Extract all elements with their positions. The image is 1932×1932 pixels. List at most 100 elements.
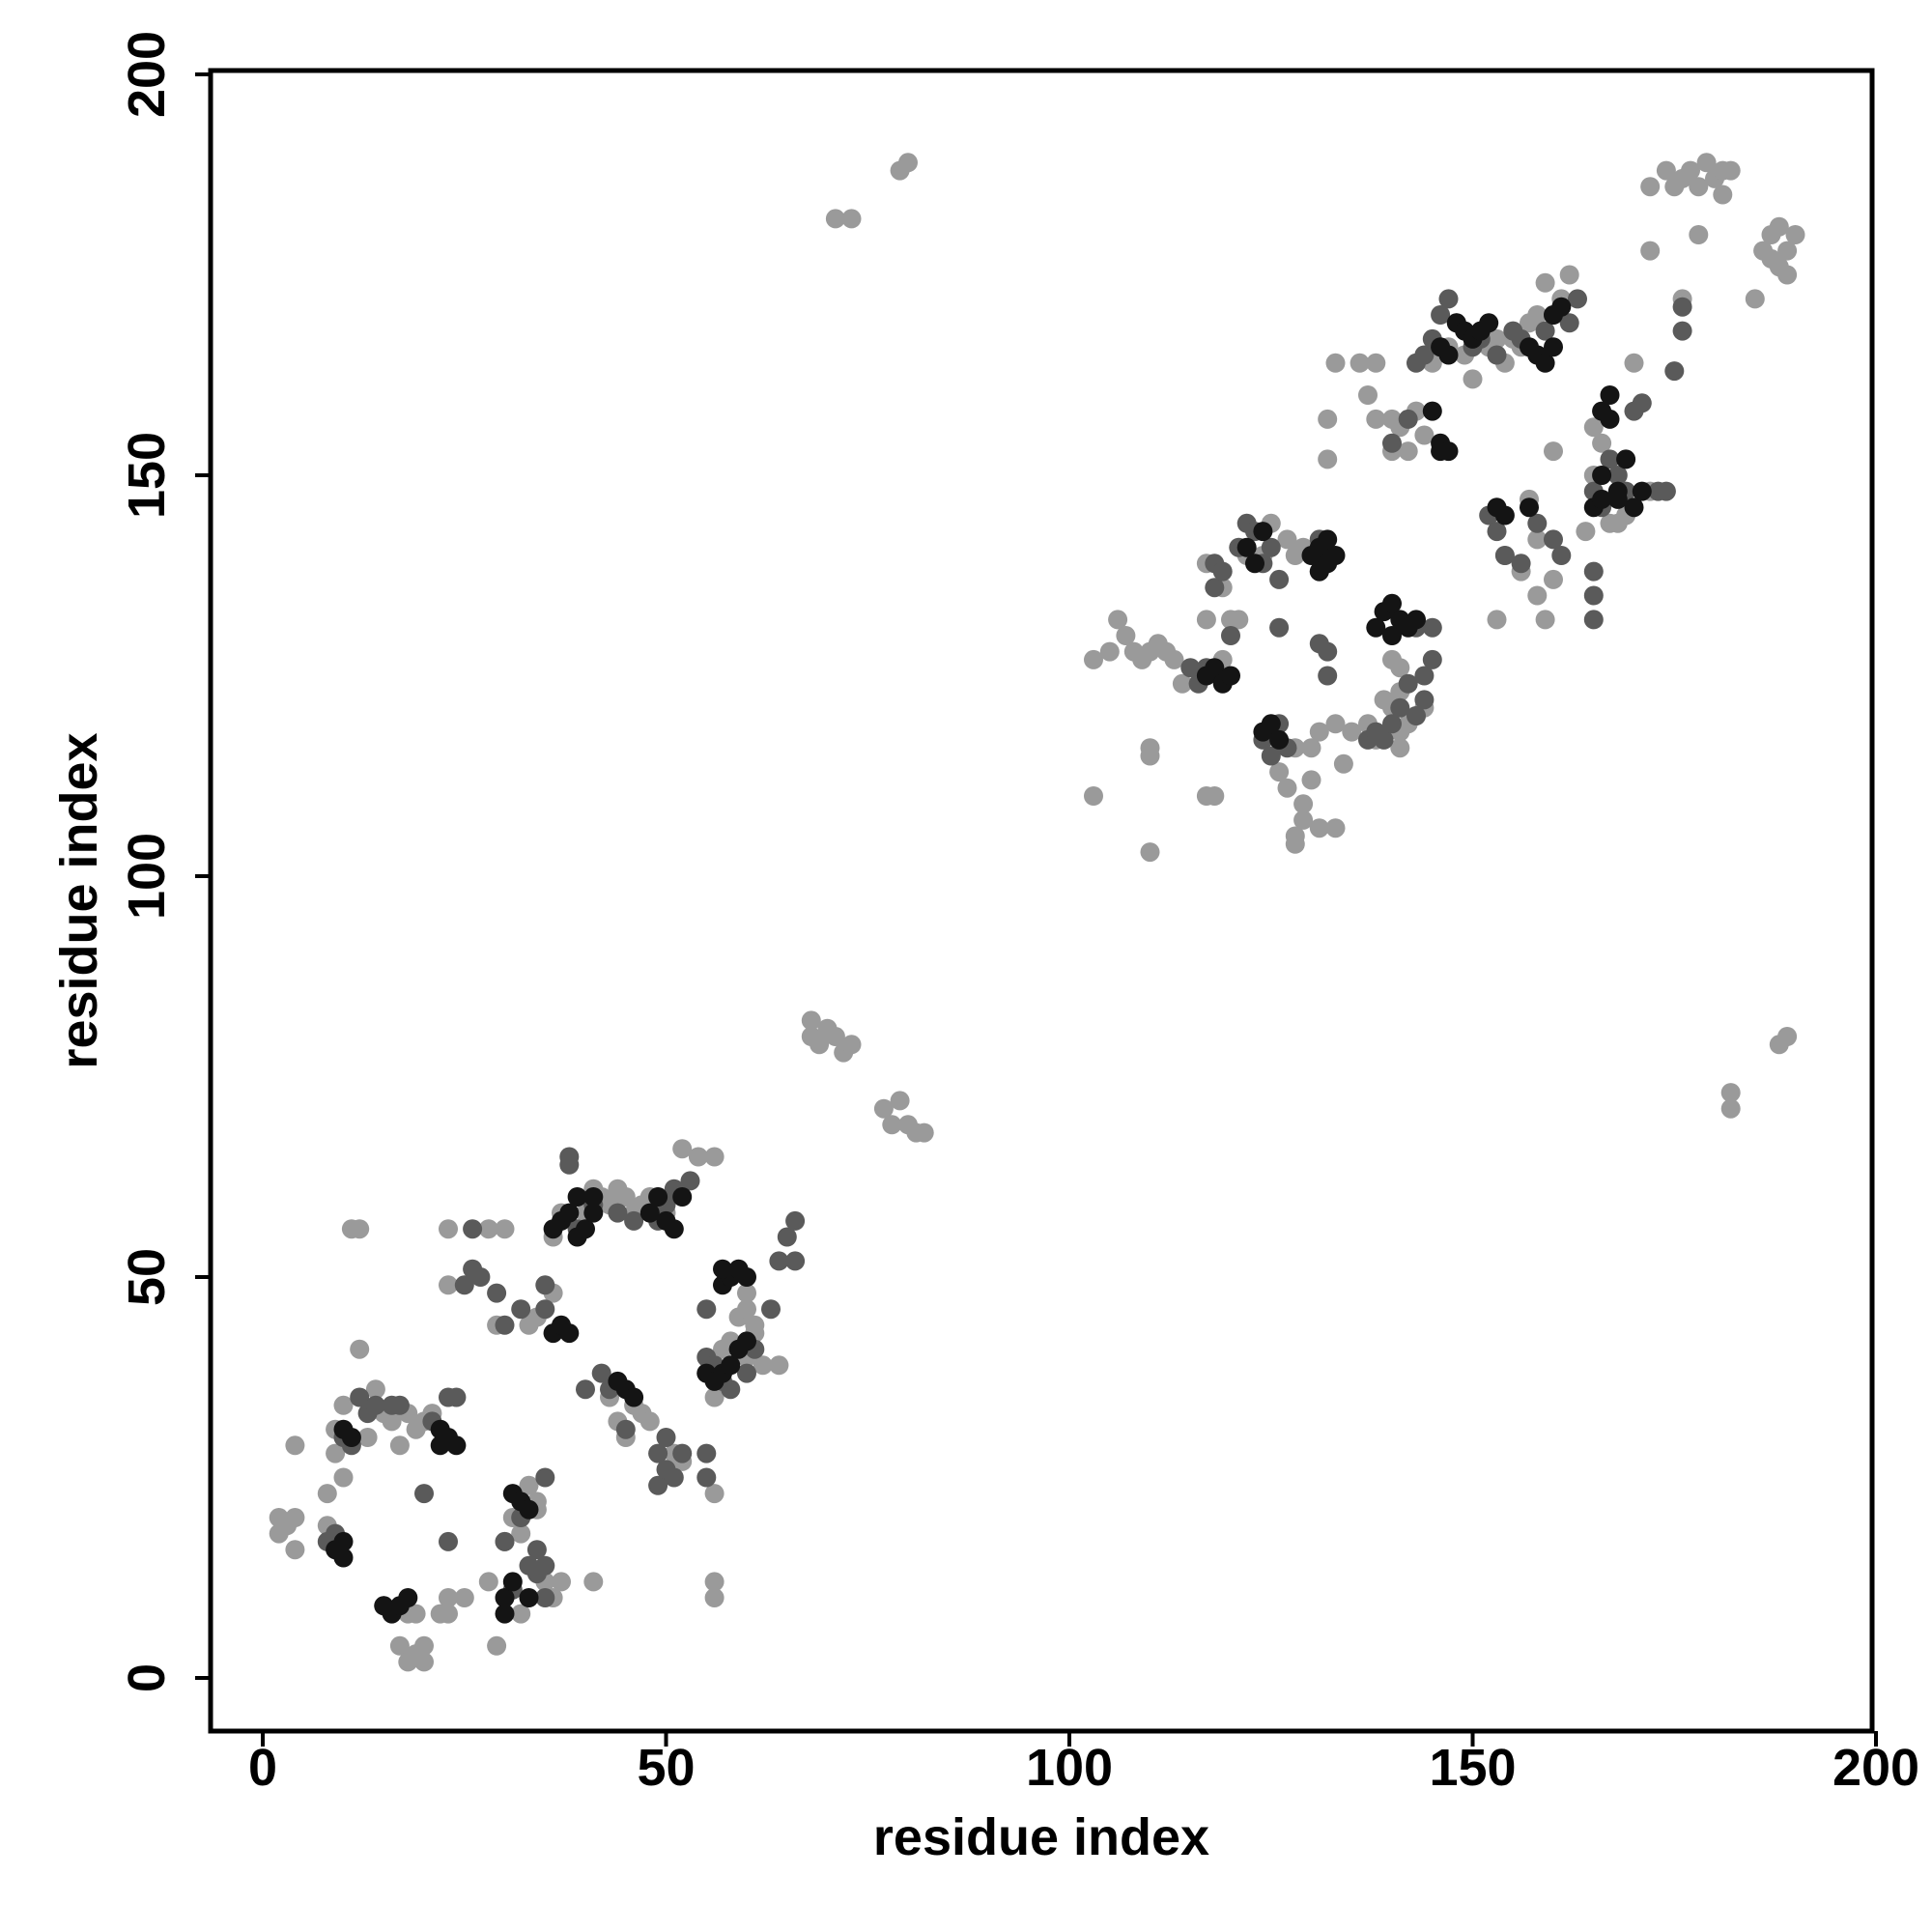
- data-point: [1293, 810, 1314, 830]
- data-point: [1583, 417, 1604, 438]
- data-point: [519, 1475, 539, 1495]
- data-point: [1520, 497, 1539, 518]
- data-point: [1301, 738, 1321, 758]
- data-point: [1277, 778, 1297, 798]
- data-point: [1414, 690, 1435, 710]
- data-point: [608, 1203, 628, 1223]
- data-point: [341, 1428, 361, 1447]
- data-point: [1406, 610, 1426, 630]
- data-point: [552, 1572, 571, 1592]
- data-point: [357, 1428, 378, 1447]
- y-tick-label: 50: [118, 1248, 176, 1306]
- data-point: [559, 1323, 580, 1344]
- data-point: [737, 1363, 756, 1383]
- data-point: [1398, 441, 1418, 462]
- data-point: [1600, 385, 1620, 405]
- data-point: [439, 1219, 458, 1239]
- data-point: [1318, 449, 1338, 469]
- data-point: [1713, 185, 1733, 205]
- data-point: [737, 1267, 756, 1287]
- data-point: [745, 1315, 765, 1335]
- data-point: [559, 1154, 580, 1175]
- data-point: [519, 1588, 539, 1607]
- data-point: [785, 1210, 806, 1231]
- data-point: [1583, 585, 1604, 606]
- data-point: [583, 1203, 604, 1223]
- data-point: [737, 1283, 756, 1303]
- data-point: [454, 1588, 474, 1607]
- data-point: [446, 1435, 467, 1456]
- data-point: [898, 153, 918, 173]
- data-point: [1592, 433, 1612, 453]
- data-point: [1672, 321, 1692, 341]
- data-point: [914, 1122, 934, 1143]
- data-point: [1463, 369, 1483, 389]
- data-point: [535, 1588, 555, 1607]
- data-point: [1592, 466, 1612, 485]
- data-point: [639, 1411, 660, 1432]
- data-point: [1777, 265, 1798, 285]
- data-point: [1624, 353, 1644, 373]
- data-point: [1559, 265, 1579, 285]
- data-point: [406, 1604, 426, 1624]
- data-point: [1535, 610, 1555, 630]
- data-point: [1414, 666, 1435, 686]
- data-point: [624, 1210, 644, 1231]
- data-point: [389, 1635, 410, 1656]
- data-point: [1438, 441, 1459, 462]
- data-point: [1777, 241, 1798, 261]
- data-point: [1366, 353, 1386, 373]
- data-point: [1583, 610, 1604, 630]
- data-point: [1576, 522, 1596, 542]
- data-point: [1205, 786, 1225, 806]
- data-point: [495, 1531, 515, 1551]
- data-point: [1487, 610, 1507, 630]
- data-point: [1689, 225, 1709, 244]
- data-point: [1196, 610, 1216, 630]
- data-point: [841, 1035, 862, 1055]
- data-point: [1527, 305, 1548, 325]
- data-point: [1487, 328, 1507, 349]
- data-point: [591, 1363, 611, 1383]
- data-point: [414, 1652, 434, 1672]
- data-point: [1624, 497, 1644, 518]
- data-point: [1527, 585, 1548, 606]
- data-point: [696, 1467, 717, 1488]
- data-point: [1632, 393, 1652, 413]
- data-point: [1269, 569, 1290, 589]
- x-axis: 0 50 100 150 200: [248, 1731, 1919, 1797]
- data-point: [333, 1531, 354, 1551]
- data-point: [439, 1604, 458, 1624]
- data-point: [882, 1115, 902, 1135]
- data-point: [1382, 626, 1402, 645]
- data-point: [1672, 297, 1692, 317]
- data-point: [1325, 546, 1346, 565]
- data-point: [656, 1428, 676, 1447]
- data-point: [1769, 216, 1789, 237]
- data-point: [576, 1219, 595, 1239]
- data-point: [487, 1635, 507, 1656]
- data-point: [704, 1147, 724, 1167]
- data-point: [535, 1299, 555, 1320]
- data-point: [326, 1443, 346, 1463]
- data-point: [1180, 658, 1201, 678]
- data-point: [1108, 610, 1128, 630]
- data-point: [502, 1572, 523, 1592]
- data-point: [873, 1098, 894, 1119]
- data-point: [704, 1588, 724, 1607]
- data-point: [1720, 160, 1741, 181]
- data-point: [1325, 818, 1346, 838]
- data-point: [1366, 409, 1386, 429]
- data-point: [761, 1299, 781, 1320]
- data-point: [439, 1275, 458, 1295]
- data-point: [1261, 746, 1281, 766]
- y-tick-label: 150: [118, 432, 176, 519]
- data-point: [1358, 385, 1378, 405]
- points-layer: [269, 153, 1805, 1672]
- data-point: [696, 1443, 717, 1463]
- data-point: [478, 1219, 498, 1239]
- data-point: [1366, 617, 1386, 638]
- data-point: [1140, 842, 1160, 863]
- data-point: [1277, 529, 1297, 550]
- data-point: [1527, 513, 1548, 533]
